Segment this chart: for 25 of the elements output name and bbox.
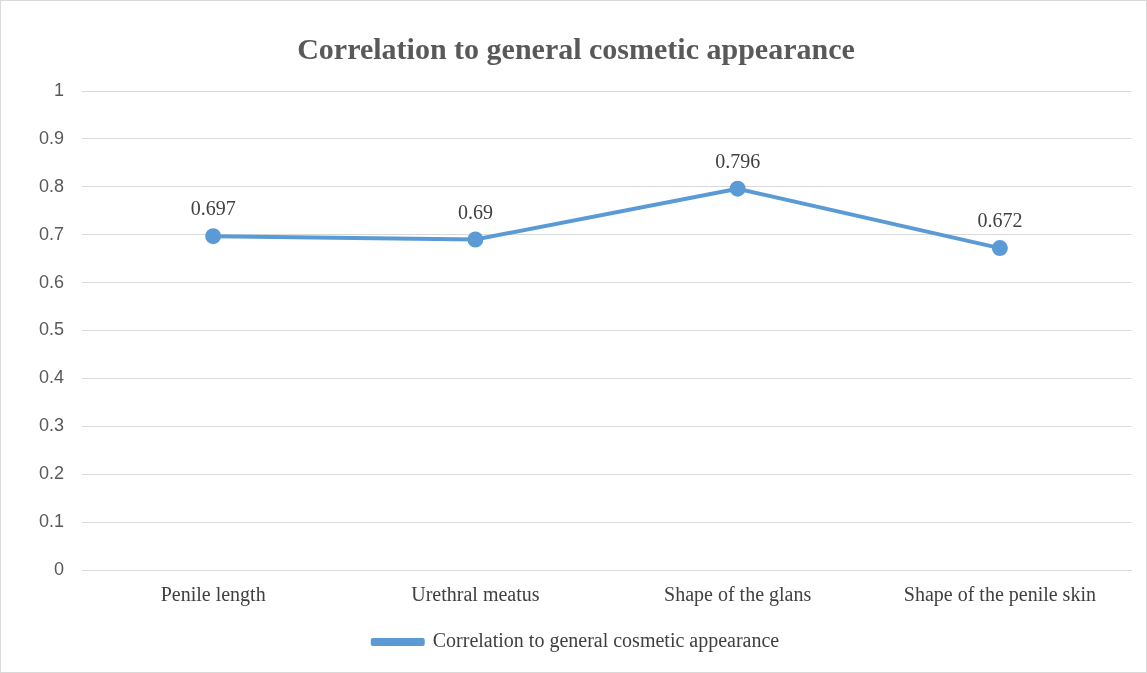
y-tick-label: 0.1 — [38, 511, 65, 532]
data-label: 0.672 — [977, 209, 1023, 232]
y-tick-label: 0 — [54, 558, 65, 579]
y-tick-label: 0.2 — [38, 463, 65, 484]
data-label: 0.69 — [457, 200, 493, 223]
x-tick-label: Penile length — [160, 583, 266, 607]
data-label: 0.697 — [190, 197, 236, 220]
y-tick-label: 1 — [54, 79, 65, 100]
y-tick-label: 0.5 — [38, 319, 65, 340]
y-tick-label: 0.6 — [38, 271, 65, 292]
y-tick-label: 0.9 — [38, 127, 65, 148]
x-tick-label: Shape of the penile skin — [903, 583, 1096, 607]
data-label: 0.796 — [715, 149, 761, 172]
point — [205, 228, 222, 245]
point — [729, 180, 746, 197]
y-tick-label: 0.4 — [38, 367, 65, 388]
y-tick-label: 0.3 — [38, 415, 65, 436]
legend-label: Correlation to general cosmetic appearance — [432, 629, 780, 653]
chart-title: Correlation to general cosmetic appearance — [297, 31, 855, 65]
point — [991, 240, 1008, 257]
y-tick-label: 0.8 — [38, 175, 65, 196]
x-tick-label: Shape of the glans — [664, 583, 812, 607]
y-tick-label: 0.7 — [38, 223, 65, 244]
point — [467, 231, 484, 248]
x-tick-label: Urethral meatus — [411, 583, 540, 606]
